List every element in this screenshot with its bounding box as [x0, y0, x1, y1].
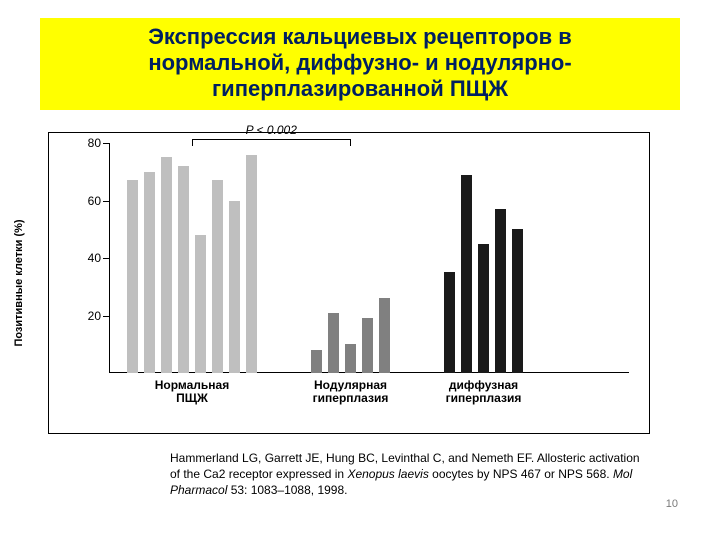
group-label: Нодулярнаягиперплазия — [291, 379, 411, 405]
y-tick — [103, 316, 109, 317]
slide-title: Экспрессия кальциевых рецепторов внормал… — [40, 18, 680, 110]
group-label: диффузнаягиперплазия — [424, 379, 544, 405]
bar — [444, 272, 455, 373]
title-line: нормальной, диффузно- и нодулярно- — [40, 50, 680, 76]
y-tick-label: 40 — [88, 251, 101, 265]
title-line: Экспрессия кальциевых рецепторов в — [40, 24, 680, 50]
bar — [195, 235, 206, 373]
bar — [345, 344, 356, 373]
plot-area: 20406080P < 0.002 — [109, 143, 629, 373]
p-value: P < 0.002 — [246, 123, 297, 137]
bar — [362, 318, 373, 373]
slide-number: 10 — [666, 498, 678, 510]
y-axis — [109, 143, 110, 373]
citation-text-2: oocytes by NPS 467 or NPS 568. — [429, 467, 613, 481]
bar — [161, 157, 172, 373]
bar — [212, 180, 223, 373]
y-tick-label: 80 — [88, 136, 101, 150]
citation-authors: Hammerland LG, Garrett JE, Hung BC, Levi… — [170, 451, 534, 465]
y-tick — [103, 143, 109, 144]
bar — [127, 180, 138, 373]
y-tick-label: 20 — [88, 309, 101, 323]
bar — [461, 175, 472, 373]
bar — [379, 298, 390, 373]
bar — [512, 229, 523, 373]
citation-tail: 53: 1083–1088, 1998. — [227, 483, 347, 497]
title-line: гиперплазированной ПЩЖ — [40, 76, 680, 102]
bar — [478, 244, 489, 373]
slide: Экспрессия кальциевых рецепторов внормал… — [0, 0, 720, 540]
y-tick-label: 60 — [88, 194, 101, 208]
y-tick — [103, 201, 109, 202]
bar — [229, 201, 240, 374]
citation: Hammerland LG, Garrett JE, Hung BC, Levi… — [170, 450, 650, 499]
citation-italic-1: Xenopus laevis — [347, 467, 428, 481]
bar — [311, 350, 322, 373]
bar — [328, 313, 339, 373]
significance-bracket — [192, 139, 351, 140]
group-label: НормальнаяПЩЖ — [132, 379, 252, 405]
bar — [495, 209, 506, 373]
y-axis-label: Позитивные клетки (%) — [13, 219, 25, 346]
y-tick — [103, 258, 109, 259]
chart-panel: Позитивные клетки (%) 20406080P < 0.002 … — [48, 132, 650, 434]
bar — [246, 155, 257, 374]
bar — [144, 172, 155, 373]
bar — [178, 166, 189, 373]
